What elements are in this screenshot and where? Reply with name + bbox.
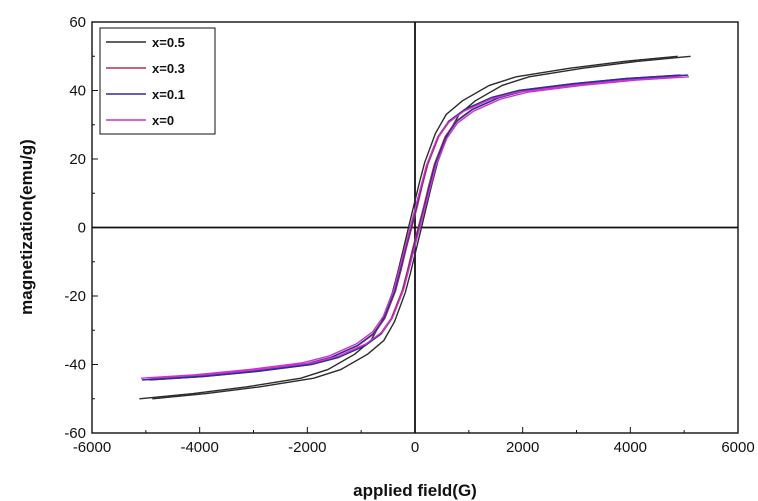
y-tick-label: 40	[69, 83, 86, 100]
x-tick-label: -4000	[180, 439, 218, 456]
y-tick-label: 0	[78, 220, 86, 237]
series-line	[140, 76, 680, 379]
y-axis-title: magnetization(emu/g)	[17, 139, 36, 315]
y-tick-label: -40	[64, 357, 86, 374]
series-line	[139, 55, 678, 400]
zero-lines	[92, 22, 738, 433]
tick-labels: -6000 -4000 -2000 0 2000 4000 6000 -60 -40 -20 0 20…	[64, 14, 754, 456]
y-tick-label: -20	[64, 288, 86, 305]
series-x=0	[140, 76, 690, 379]
x-tick-label: 4000	[614, 439, 647, 456]
y-tick-label: 60	[69, 14, 86, 31]
legend: x=0.5 x=0.3 x=0.1 x=0	[99, 27, 216, 135]
x-tick-label: -6000	[73, 439, 111, 456]
x-axis-title: applied field(G)	[353, 481, 477, 500]
x-tick-label: 6000	[721, 439, 754, 456]
x-tick-label: 2000	[506, 439, 539, 456]
x-tick-label: -2000	[288, 439, 326, 456]
series-group	[139, 55, 691, 400]
x-tick-label: 0	[411, 439, 419, 456]
legend-label: x=0.5	[152, 35, 185, 50]
y-tick-label: -60	[64, 425, 86, 442]
legend-label: x=0.3	[152, 61, 185, 76]
legend-label: x=0	[152, 113, 174, 128]
series-line	[150, 76, 690, 379]
legend-label: x=0.1	[152, 87, 185, 102]
series-x=0.5	[139, 55, 691, 400]
axis-ticks	[91, 21, 739, 434]
series-line	[152, 55, 691, 400]
legend-box	[99, 27, 216, 135]
y-tick-label: 20	[69, 151, 86, 168]
